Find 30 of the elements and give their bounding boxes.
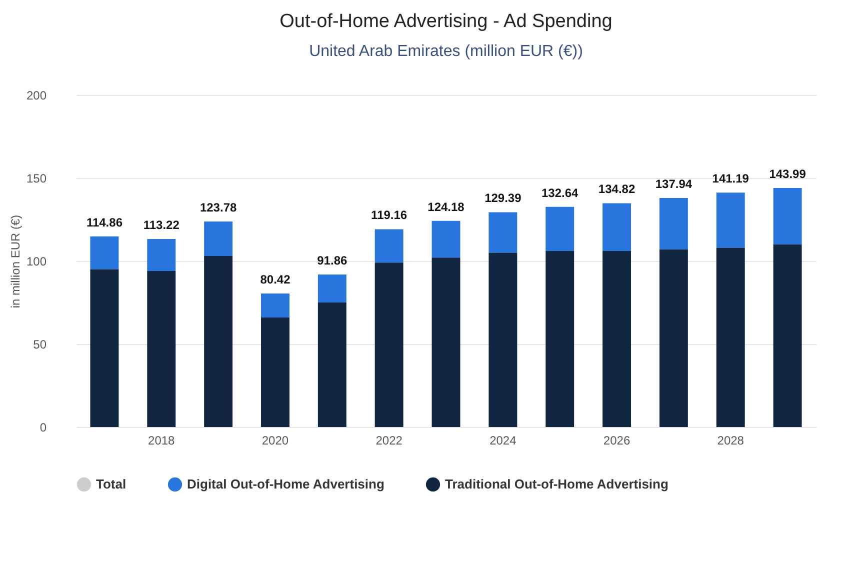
- total-label: 119.16: [371, 208, 408, 222]
- y-axis-title: in million EUR (€): [8, 214, 22, 308]
- chart-title: Out-of-Home Advertising - Ad Spending: [280, 11, 612, 32]
- legend-label: Total: [96, 476, 126, 492]
- total-label: 141.19: [712, 172, 750, 186]
- total-label: 143.99: [769, 166, 806, 181]
- total-label: 114.86: [86, 215, 123, 230]
- y-tick-label: 100: [26, 254, 47, 268]
- x-tick-label: 2018: [148, 434, 176, 448]
- y-tick-label: 50: [33, 338, 47, 352]
- total-label: 113.22: [143, 218, 180, 232]
- legend-label: Digital Out-of-Home Advertising: [187, 476, 384, 492]
- x-tick-label: 2022: [376, 434, 403, 448]
- chart-subtitle: United Arab Emirates (million EUR (€)): [309, 43, 583, 60]
- total-label: 134.82: [598, 182, 636, 196]
- total-label: 124.18: [428, 200, 465, 214]
- x-tick-label: 2026: [603, 434, 630, 448]
- total-label: 91.86: [317, 254, 348, 268]
- total-label: 137.94: [655, 177, 692, 192]
- total-label: 123.78: [200, 200, 237, 215]
- total-label: 80.42: [260, 272, 291, 287]
- x-tick-label: 2028: [717, 434, 744, 448]
- legend-label: Traditional Out-of-Home Advertising: [445, 476, 668, 492]
- y-tick-label: 0: [40, 420, 47, 434]
- y-tick-label: 150: [26, 172, 47, 186]
- total-label: 132.64: [541, 186, 579, 200]
- total-label: 129.39: [484, 191, 522, 206]
- y-tick-label: 200: [26, 88, 47, 102]
- x-tick-label: 2024: [490, 434, 517, 448]
- x-tick-label: 2020: [262, 434, 289, 448]
